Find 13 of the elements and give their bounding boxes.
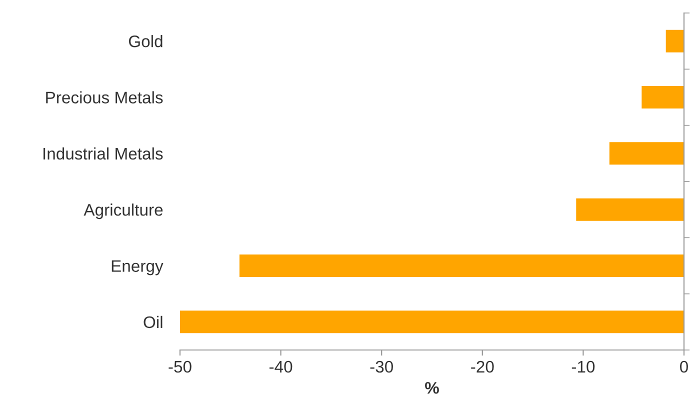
y-tick-label: Oil — [144, 316, 162, 328]
x-tick-label: 0 — [680, 360, 688, 373]
x-tick-label: -10 — [572, 360, 595, 373]
y-tick-label: Industrial Metals — [44, 147, 163, 160]
y-tick-label: Gold — [128, 35, 162, 48]
y-tick-label: Agriculture — [84, 204, 163, 220]
x-tick-label: -50 — [168, 360, 192, 373]
x-tick-label: -20 — [471, 360, 494, 373]
x-tick-label: -30 — [370, 360, 393, 373]
y-tick-label: Energy — [112, 260, 164, 276]
y-tick-label: Precious Metals — [46, 91, 163, 104]
x-tick-label: -40 — [269, 360, 292, 373]
x-axis-title: % — [425, 382, 439, 394]
